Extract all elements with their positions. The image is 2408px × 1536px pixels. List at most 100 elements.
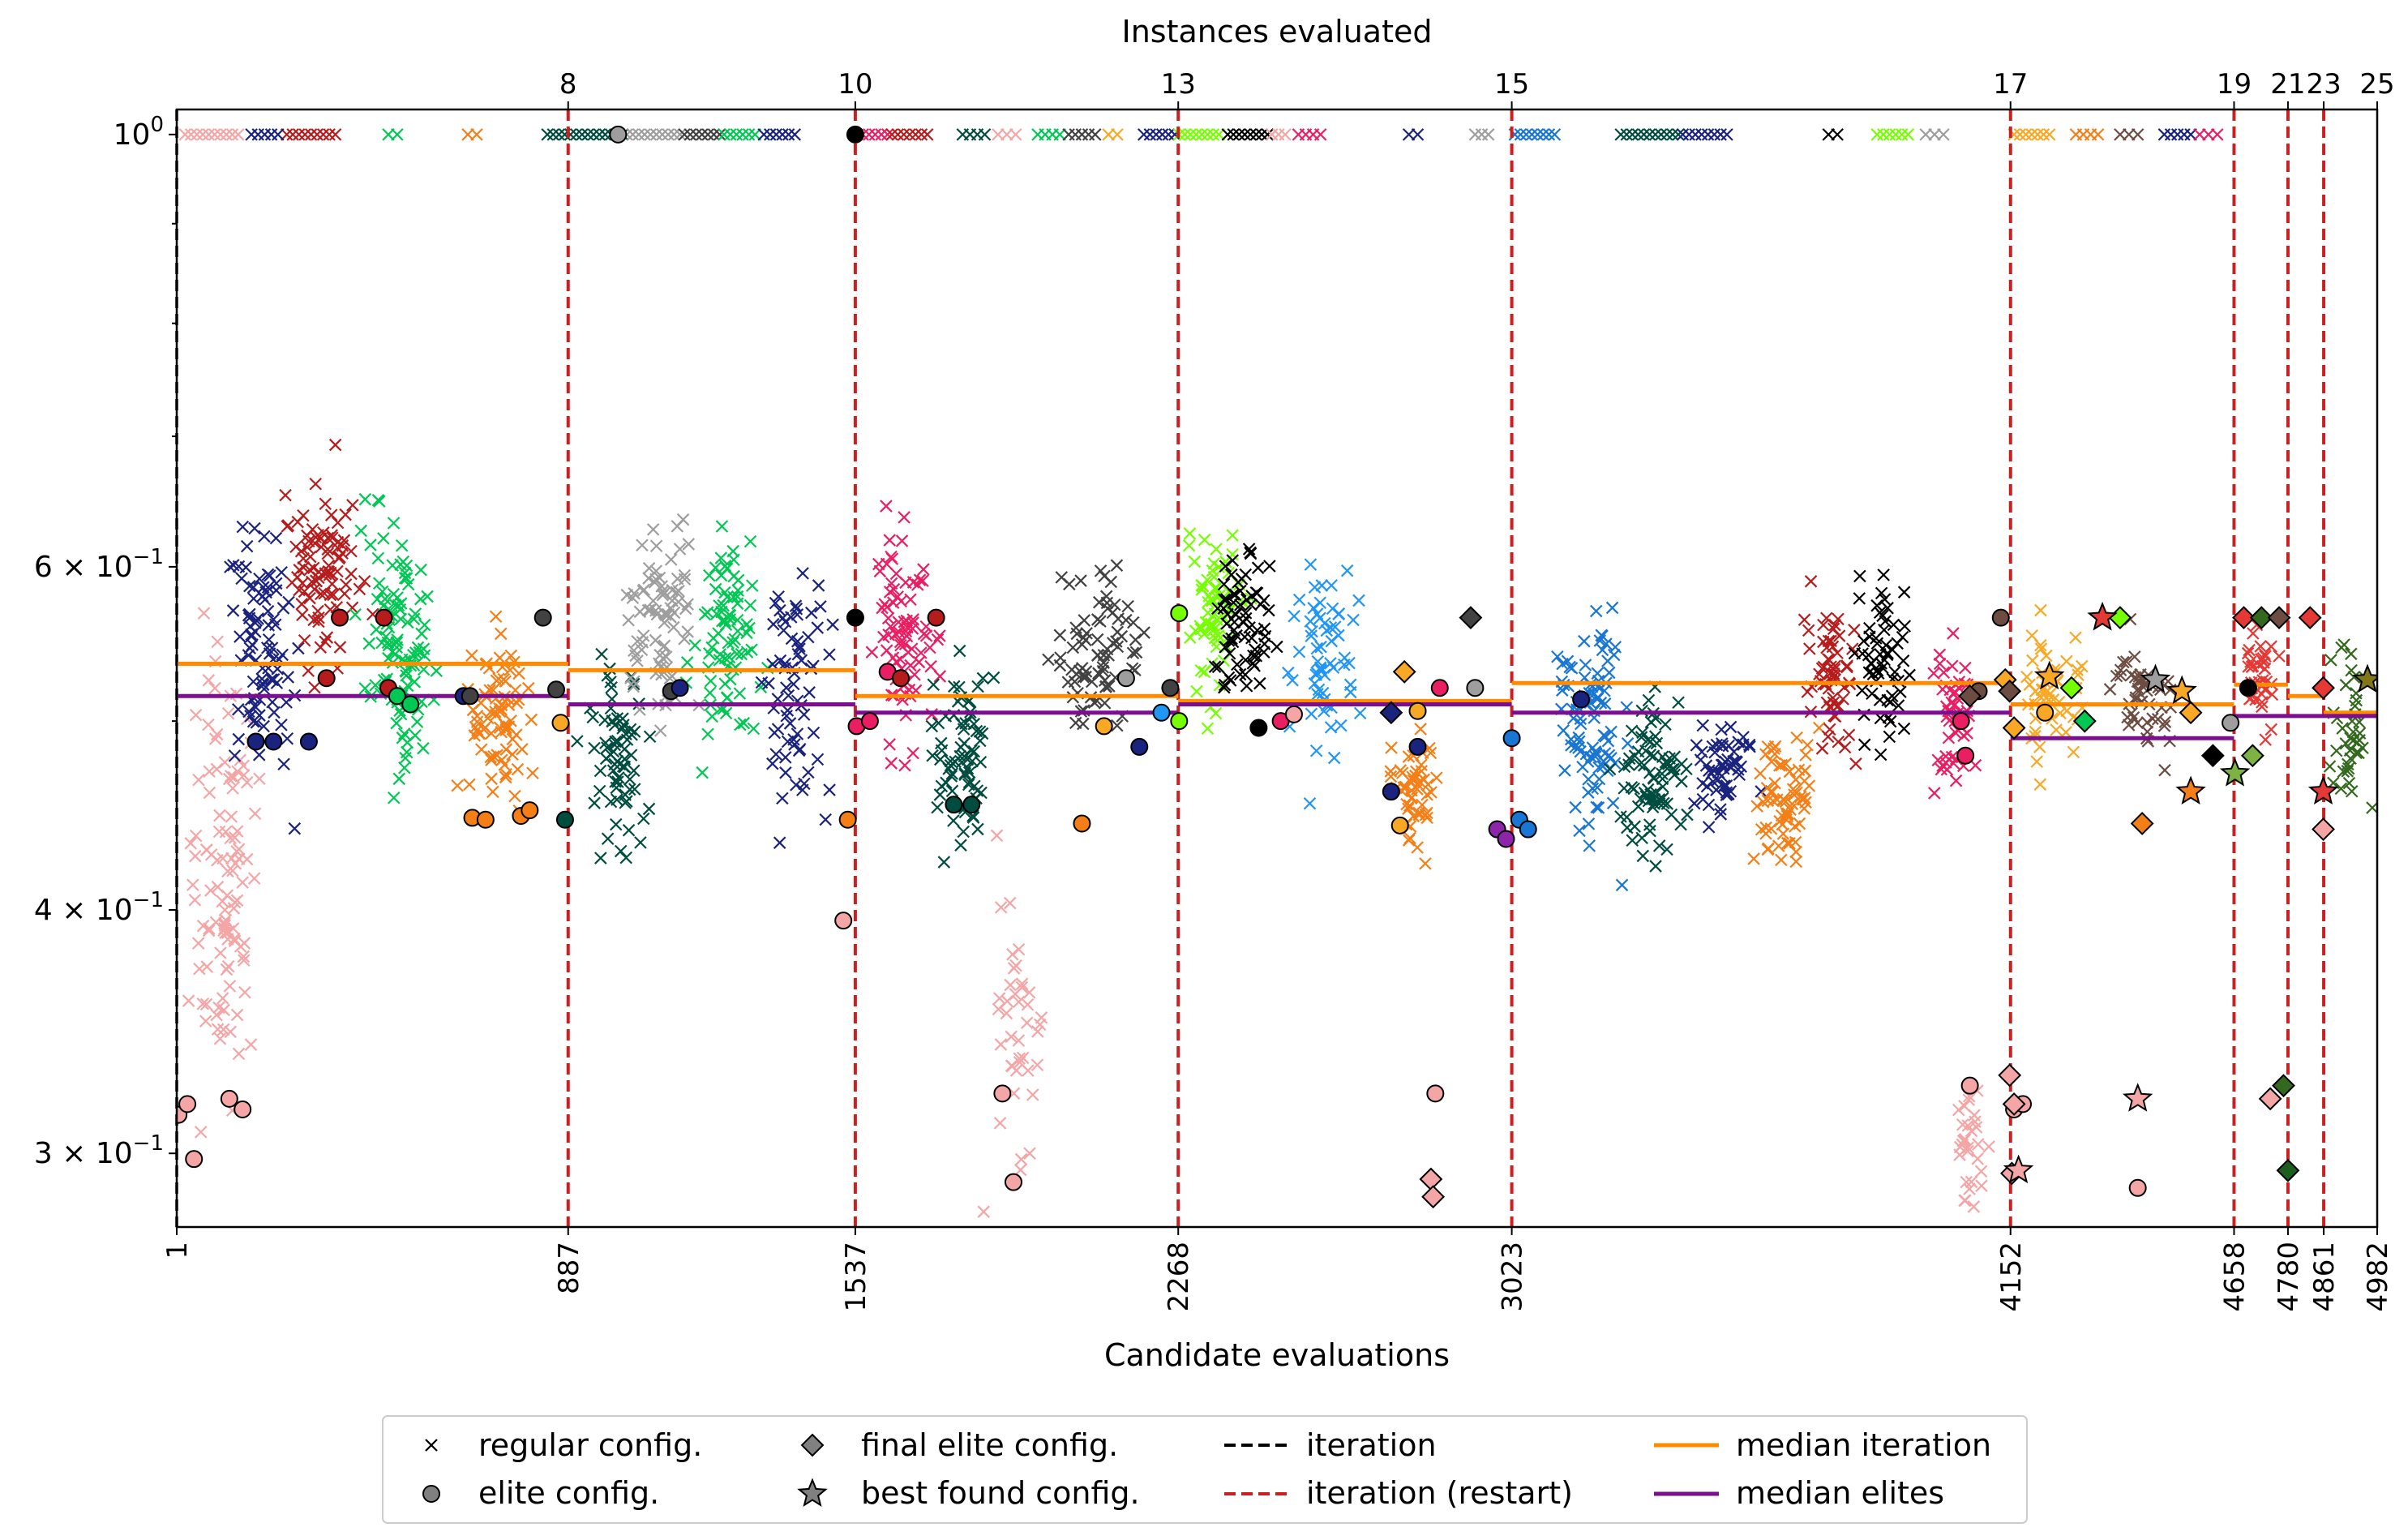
regular-config-mark (1714, 808, 1728, 821)
legend-best-marker (797, 1478, 828, 1507)
regular-config-mark (1883, 128, 1896, 141)
legend-iteration-restart-label: iteration (restart) (1306, 1475, 1573, 1511)
regular-config-mark (785, 632, 799, 646)
regular-config-mark (1931, 753, 1945, 767)
regular-config-mark (1347, 613, 1360, 627)
regular-config-mark (490, 674, 503, 688)
regular-config-mark (2323, 760, 2337, 773)
plot-frame (175, 108, 2379, 1229)
regular-config-mark (747, 722, 761, 736)
regular-config-mark (769, 748, 782, 761)
regular-config-mark (1402, 802, 1415, 816)
regular-config-mark (2324, 654, 2337, 667)
regular-config-mark (1353, 706, 1367, 720)
regular-config-mark (2258, 647, 2271, 661)
regular-config-mark (213, 1032, 227, 1045)
regular-config-mark (776, 611, 790, 624)
regular-config-mark (1193, 620, 1206, 633)
regular-config-mark (1672, 128, 1685, 141)
elite-config-point (1426, 1084, 1445, 1103)
regular-config-mark (920, 128, 934, 141)
regular-config-mark (245, 628, 258, 641)
regular-config-mark (312, 611, 325, 624)
regular-config-mark (1961, 1141, 1975, 1155)
regular-config-mark (258, 128, 272, 141)
x-tick-label: 887 (553, 1242, 585, 1294)
regular-config-mark (604, 676, 617, 689)
top-tick-label: 25 (2359, 68, 2394, 101)
iteration-lines (175, 109, 2326, 1227)
elite-config-point (2036, 703, 2055, 722)
regular-config-mark (1820, 641, 1833, 654)
x-axis-label: Candidate evaluations (1104, 1337, 1450, 1373)
legend-best-label: best found config. (861, 1475, 1140, 1511)
regular-config-mark (371, 551, 385, 565)
regular-config-mark (349, 608, 362, 621)
regular-config-mark (1111, 128, 1124, 141)
regular-config-mark (1935, 762, 1948, 776)
regular-config-mark (1878, 623, 1891, 637)
regular-config-mark (375, 585, 389, 599)
y-tick-label: 6 × 10−1 (34, 545, 164, 584)
elite-config-point (2128, 1178, 2147, 1197)
regular-config-mark (1030, 1058, 1044, 1071)
regular-config-mark (1654, 128, 1668, 141)
regular-config-mark (323, 128, 336, 141)
regular-config-mark (614, 844, 628, 858)
regular-config-mark (1802, 624, 1815, 637)
regular-config-mark (797, 708, 811, 721)
regular-config-mark (1126, 646, 1140, 660)
regular-config-mark (485, 772, 498, 786)
regular-config-mark (1155, 128, 1169, 141)
elite-config-point (1572, 690, 1591, 709)
regular-config-mark (1195, 579, 1208, 592)
regular-config-mark (379, 592, 392, 606)
final-elite-point (2232, 606, 2256, 630)
elite-config-point (1152, 703, 1171, 722)
regular-config-mark (587, 128, 600, 141)
regular-config-mark (1082, 128, 1095, 141)
regular-config-mark (608, 757, 621, 771)
regular-config-mark (2158, 715, 2172, 728)
regular-config-mark (923, 641, 936, 654)
regular-config-mark (662, 608, 675, 621)
regular-config-mark (493, 651, 507, 664)
regular-config-mark (1797, 613, 1811, 626)
regular-config-mark (925, 719, 939, 733)
regular-config-mark (1091, 649, 1104, 662)
regular-config-mark (311, 128, 323, 141)
regular-config-mark (745, 643, 758, 656)
regular-config-mark (308, 680, 321, 694)
regular-config-mark (681, 598, 694, 611)
regular-config-mark (994, 901, 1008, 914)
regular-config-mark (772, 590, 785, 603)
regular-config-mark (1975, 1179, 1988, 1192)
regular-config-mark (678, 633, 691, 646)
regular-config-mark (766, 757, 779, 770)
regular-config-mark (1657, 759, 1671, 772)
regular-config-mark (1242, 543, 1256, 556)
regular-config-mark (387, 517, 401, 530)
regular-config-mark (886, 596, 900, 609)
regular-config-mark (1581, 755, 1595, 768)
regular-config-mark (1244, 546, 1257, 560)
regular-config-mark (1099, 590, 1113, 603)
regular-config-mark (1592, 761, 1605, 774)
regular-config-mark (224, 1025, 237, 1039)
regular-config-mark (1780, 836, 1794, 850)
regular-config-mark (616, 722, 629, 735)
regular-config-mark (240, 852, 254, 866)
regular-config-mark (191, 937, 205, 950)
legend-median-iteration-label: median iteration (1736, 1427, 1991, 1463)
regular-config-mark (626, 128, 640, 141)
regular-config-mark (1820, 611, 1833, 625)
regular-config-mark (881, 600, 893, 614)
regular-config-mark (1597, 728, 1610, 742)
regular-config-mark (819, 813, 832, 826)
regular-config-mark (898, 758, 911, 772)
regular-config-mark (723, 128, 737, 141)
regular-config-mark (401, 736, 414, 749)
regular-config-mark (253, 772, 266, 786)
regular-config-mark (875, 128, 888, 141)
regular-config-mark (244, 1038, 258, 1051)
